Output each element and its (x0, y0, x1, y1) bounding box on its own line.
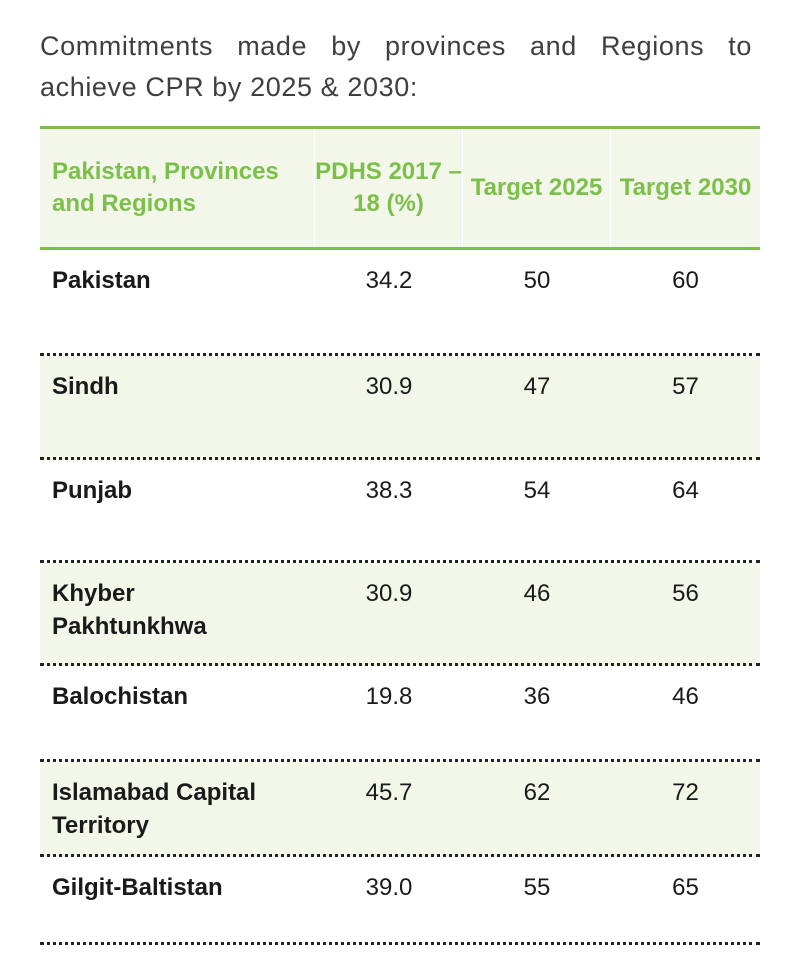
row-target-2030: 60 (672, 267, 699, 294)
row-target-2025: 50 (523, 267, 551, 294)
row-target-2030: 57 (672, 373, 699, 400)
table-row: Punjab 38.3 54 64 (40, 460, 760, 563)
header-region: Pakistan, Provinces and Regions (40, 129, 315, 247)
row-name: Sindh (52, 373, 119, 400)
row-pdhs: 39.0 (365, 874, 413, 901)
cpr-commitments-table: Pakistan, Provinces and Regions PDHS 201… (40, 126, 760, 945)
row-pdhs: 19.8 (365, 683, 413, 710)
row-pdhs: 30.9 (365, 373, 413, 400)
header-target-2025: Target 2025 (463, 129, 611, 247)
row-pdhs: 45.7 (365, 779, 413, 806)
row-target-2030: 72 (672, 779, 699, 806)
row-target-2025: 55 (523, 874, 551, 901)
table-row: Pakistan 34.2 50 60 (40, 250, 760, 356)
row-target-2030: 46 (672, 683, 699, 710)
table-row: Sindh 30.9 47 57 (40, 356, 760, 460)
table-header-row: Pakistan, Provinces and Regions PDHS 201… (40, 126, 760, 250)
row-target-2030: 65 (672, 874, 699, 901)
row-name: Islamabad Capital Territory (52, 779, 257, 839)
table-row: Balochistan 19.8 36 46 (40, 666, 760, 762)
table-caption: Commitments made by provinces and Region… (40, 31, 752, 102)
table-row: Islamabad Capital Territory 45.7 62 72 (40, 762, 760, 857)
row-target-2025: 54 (523, 477, 551, 504)
table-row: Gilgit-Baltistan 39.0 55 65 (40, 857, 760, 945)
row-name: Pakistan (52, 267, 151, 294)
table-row: Khyber Pakhtunkhwa 30.9 46 56 (40, 563, 760, 666)
header-target-2030: Target 2030 (619, 174, 752, 201)
row-name: Gilgit-Baltistan (52, 874, 223, 901)
header-pdhs: PDHS 2017 –18 (%) (315, 129, 463, 247)
row-target-2030: 56 (672, 580, 699, 607)
row-name: Punjab (52, 477, 133, 504)
row-pdhs: 38.3 (365, 477, 413, 504)
row-target-2030: 64 (672, 477, 699, 504)
row-target-2025: 47 (523, 373, 551, 400)
row-target-2025: 46 (523, 580, 551, 607)
row-target-2025: 62 (523, 779, 551, 806)
row-pdhs: 34.2 (365, 267, 413, 294)
row-name: Balochistan (52, 683, 189, 710)
row-pdhs: 30.9 (365, 580, 413, 607)
row-name: Khyber Pakhtunkhwa (52, 580, 207, 640)
row-target-2025: 36 (523, 683, 551, 710)
